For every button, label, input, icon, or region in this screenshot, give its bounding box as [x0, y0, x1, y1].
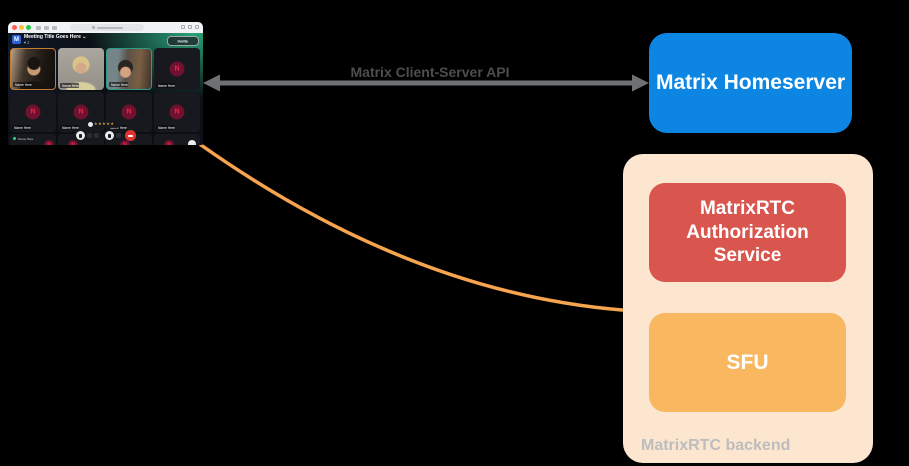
sfu-label: SFU — [726, 350, 769, 374]
browser-window: M Meeting Title Goes Here ⌄ 2 Invite — [8, 22, 203, 145]
api-arrow-label: Matrix Client-Server API — [350, 64, 510, 80]
avatar: N — [121, 104, 137, 120]
avatar: N — [120, 140, 130, 145]
address-bar[interactable] — [70, 24, 144, 31]
auth-service-line-3: Service — [713, 245, 782, 267]
camera-options-button[interactable] — [116, 133, 121, 138]
avatar-tile[interactable]: Name Here N — [10, 134, 56, 145]
minimize-window-button[interactable] — [19, 25, 24, 30]
arrowhead-left-icon — [203, 74, 220, 92]
avatar: N — [169, 61, 185, 77]
participants-icon — [24, 41, 26, 44]
participant-name-badge: Name Here — [18, 136, 34, 141]
app-logo: M — [12, 35, 21, 44]
participant-name-badge: Name Here — [60, 125, 79, 130]
chevron-down-icon: ⌄ — [82, 34, 87, 40]
zoom-window-button[interactable] — [26, 25, 31, 30]
reactions-bar[interactable]: ★★★★★ — [86, 120, 121, 128]
avatar-tile[interactable]: N — [154, 134, 200, 145]
arrowhead-right-icon — [632, 74, 649, 92]
participant-count: 2 — [24, 40, 30, 45]
avatar-tile[interactable]: N Name Here — [10, 92, 56, 132]
avatar: N — [164, 140, 174, 145]
close-window-button[interactable] — [12, 25, 17, 30]
authorization-service-box: MatrixRTC Authorization Service — [649, 183, 846, 282]
mic-options-button[interactable] — [87, 133, 92, 138]
video-controls-group — [103, 129, 123, 142]
url-text — [96, 26, 123, 29]
video-call-app: M Meeting Title Goes Here ⌄ 2 Invite — [8, 33, 203, 145]
back-icon[interactable] — [44, 25, 49, 30]
participant-name-badge: Name Here — [60, 83, 79, 88]
video-tile[interactable]: Name Here — [58, 48, 104, 90]
app-logo-letter: M — [14, 36, 19, 43]
invite-button[interactable]: Invite — [167, 36, 199, 46]
participant-name-badge: Name Here — [156, 83, 175, 88]
microphone-button[interactable] — [76, 131, 85, 140]
participant-name-badge: Name Here — [156, 125, 175, 130]
avatar-tile[interactable]: N Name Here — [106, 92, 152, 132]
matrixrtc-backend-label: MatrixRTC backend — [641, 437, 791, 454]
video-tile[interactable]: Name Here — [10, 48, 56, 90]
tab-overview-icon[interactable] — [195, 25, 199, 29]
call-header: M Meeting Title Goes Here ⌄ 2 — [12, 34, 104, 47]
camera-button[interactable] — [105, 131, 114, 140]
screenshare-button[interactable] — [94, 133, 99, 138]
speaking-indicator-icon — [13, 137, 16, 140]
reaction-stars: ★★★★★ — [94, 121, 115, 127]
call-controls — [74, 129, 136, 142]
browser-chrome-bar — [8, 22, 203, 33]
avatar: N — [68, 140, 78, 145]
reaction-picker-icon[interactable] — [88, 121, 93, 127]
matrix-homeserver-label: Matrix Homeserver — [655, 71, 846, 94]
site-privacy-icon — [91, 26, 95, 29]
hangup-button[interactable] — [125, 130, 136, 141]
pin-tile-icon[interactable] — [188, 140, 196, 145]
new-tab-icon[interactable] — [188, 25, 192, 29]
avatar: N — [44, 140, 54, 145]
avatar: N — [73, 104, 89, 120]
sfu-box: SFU — [649, 313, 846, 412]
client-to-backend-curve — [199, 143, 624, 312]
avatar-tile[interactable]: N Name Here — [154, 92, 200, 132]
participant-name-badge: Name Here — [109, 82, 128, 87]
sidebar-icon[interactable] — [36, 25, 41, 30]
participant-name-badge: Name Here — [12, 125, 31, 130]
matrix-homeserver-box: Matrix Homeserver — [649, 33, 852, 133]
participant-name-badge: Name Here — [13, 82, 32, 87]
forward-icon[interactable] — [52, 25, 57, 30]
avatar: N — [169, 104, 185, 120]
auth-service-line-1: MatrixRTC — [699, 197, 795, 219]
share-icon[interactable] — [181, 25, 185, 29]
avatar: N — [25, 104, 41, 120]
audio-controls-group — [74, 129, 101, 142]
video-tile[interactable]: Name Here — [106, 48, 152, 90]
auth-service-line-2: Authorization — [686, 221, 809, 243]
matrixrtc-backend-container: MatrixRTC Authorization Service SFU Matr… — [623, 154, 873, 463]
avatar-tile[interactable]: N Name Here — [154, 48, 200, 90]
meeting-title[interactable]: Meeting Title Goes Here ⌄ — [24, 34, 87, 40]
